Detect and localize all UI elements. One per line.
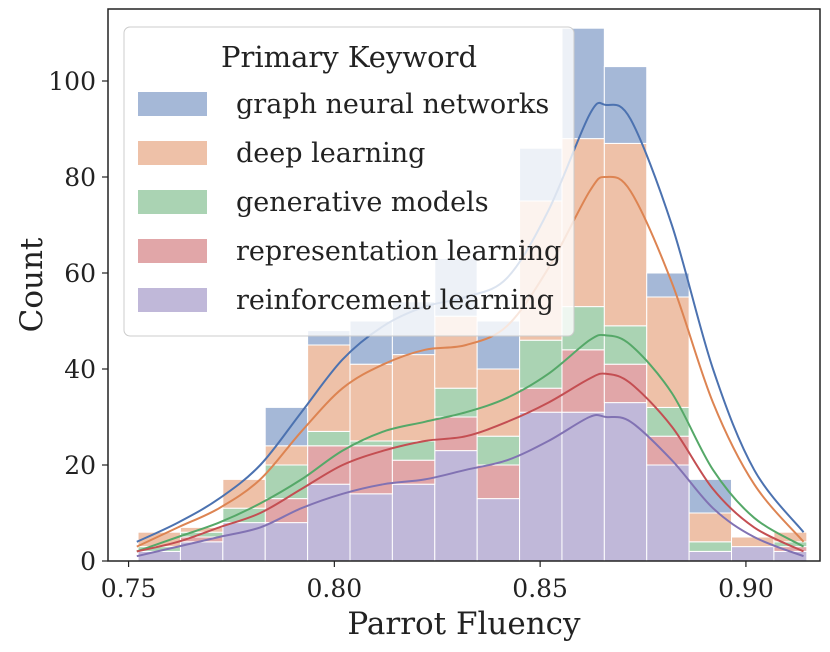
bar-reinforcement-learning-11 — [603, 402, 648, 562]
plot-frame — [107, 8, 821, 562]
bar-reinforcement-learning-8 — [476, 498, 521, 562]
bar-generative-models-13 — [688, 541, 733, 552]
y-tick-label: 0 — [80, 547, 96, 576]
x-tick-label: 0.75 — [101, 574, 157, 603]
legend: Primary Keyword graph neural networks dee… — [123, 26, 575, 337]
legend-swatch-deep-learning — [138, 141, 207, 165]
legend-swatch-graph-neural-networks — [138, 92, 207, 116]
legend-label-reinforcement-learning: reinforcement learning — [236, 285, 554, 316]
bar-generative-models-9 — [519, 339, 563, 389]
bar-deep-learning-12 — [646, 296, 690, 408]
bar-reinforcement-learning-12 — [646, 464, 690, 562]
bar-generative-models-7 — [434, 387, 478, 418]
bar-representation-learning-3 — [264, 498, 309, 524]
bar-generative-models-11 — [603, 325, 648, 365]
x-axis-title: Parrot Fluency — [347, 606, 581, 642]
x-tick-label: 0.85 — [512, 574, 568, 603]
bar-representation-learning-11 — [603, 363, 648, 404]
bar-representation-learning-9 — [519, 387, 563, 413]
y-axis-ticks: 0 20 40 60 80 100 — [48, 67, 108, 576]
bar-deep-learning-15 — [773, 531, 808, 543]
y-tick-label: 20 — [64, 451, 96, 480]
legend-title: Primary Keyword — [221, 40, 477, 74]
x-tick-label: 0.80 — [307, 574, 363, 603]
bar-generative-models-3 — [264, 464, 309, 500]
legend-label-deep-learning: deep learning — [236, 138, 425, 169]
bar-reinforcement-learning-13 — [688, 550, 733, 562]
kde-reinforcement-learning — [136, 414, 804, 558]
bar-deep-learning-5 — [349, 363, 393, 442]
bar-reinforcement-learning-7 — [434, 450, 478, 562]
legend-swatch-generative-models — [138, 190, 207, 214]
bar-reinforcement-learning-5 — [349, 493, 393, 562]
y-tick-label: 100 — [48, 67, 96, 96]
legend-label-representation-learning: representation learning — [236, 236, 561, 267]
y-tick-label: 80 — [64, 163, 96, 192]
legend-label-generative-models: generative models — [236, 187, 489, 218]
y-tick-label: 40 — [64, 355, 96, 384]
legend-swatch-representation-learning — [138, 239, 207, 263]
bar-reinforcement-learning-14 — [731, 546, 775, 562]
y-axis-title: Count — [14, 237, 50, 332]
bar-generative-models-2 — [222, 507, 266, 524]
bar-reinforcement-learning-9 — [519, 411, 563, 562]
bar-reinforcement-learning-4 — [307, 483, 351, 562]
kde-representation-learning — [136, 372, 804, 553]
y-tick-label: 60 — [64, 259, 96, 288]
bar-reinforcement-learning-0 — [137, 550, 181, 562]
legend-swatch-reinforcement-learning — [138, 288, 207, 312]
bar-reinforcement-learning-6 — [391, 483, 436, 562]
legend-items: graph neural networks deep learning genera… — [138, 89, 561, 316]
bar-generative-models-4 — [307, 430, 351, 447]
bar-reinforcement-learning-3 — [264, 522, 309, 562]
bar-representation-learning-7 — [434, 416, 478, 452]
bar-deep-learning-14 — [731, 536, 775, 548]
x-axis-ticks: 0.75 0.80 0.85 0.90 — [101, 561, 774, 603]
kde-generative-models — [136, 333, 805, 553]
bar-deep-learning-11 — [603, 142, 648, 327]
bar-graph-neural-networks-12 — [646, 272, 690, 298]
legend-box — [123, 26, 575, 337]
bar-generative-models-8 — [476, 435, 521, 466]
x-tick-label: 0.90 — [718, 574, 774, 603]
bar-reinforcement-learning-10 — [561, 411, 605, 562]
legend-label-graph-neural-networks: graph neural networks — [236, 89, 549, 120]
histogram-bars — [137, 27, 808, 562]
bar-representation-learning-8 — [476, 464, 521, 500]
